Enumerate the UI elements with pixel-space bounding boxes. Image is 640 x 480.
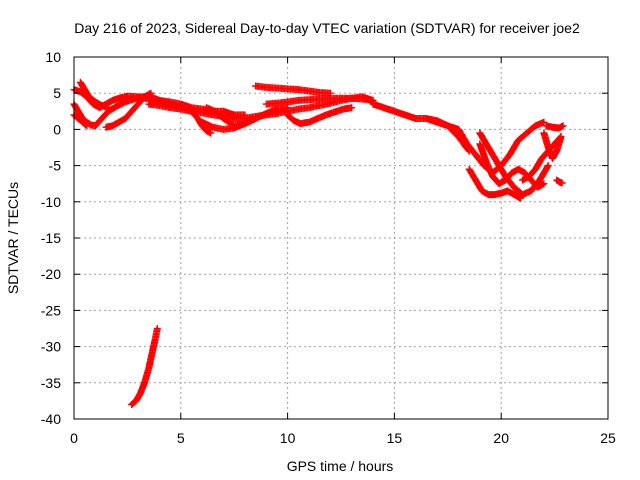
series-arc-19 — [540, 129, 565, 162]
y-tick-label: -35 — [41, 375, 61, 391]
series-arc-7 — [188, 107, 215, 137]
series-arc-10 — [252, 82, 334, 97]
y-tick-label: -40 — [41, 411, 61, 427]
x-tick-label: 25 — [600, 430, 616, 446]
y-tick-label: -20 — [41, 266, 61, 282]
data-markers — [262, 94, 377, 108]
y-tick-label: 5 — [53, 85, 61, 101]
data-markers — [542, 122, 567, 132]
series-arc-12 — [284, 104, 356, 128]
series-arc-22 — [128, 325, 161, 408]
x-axis-label: GPS time / hours — [287, 458, 394, 474]
y-tick-label: -30 — [41, 339, 61, 355]
x-tick-label: 5 — [177, 430, 185, 446]
data-markers — [76, 78, 112, 112]
plot-frame — [73, 56, 609, 420]
series-arc-4 — [76, 78, 112, 112]
x-tick-label: 15 — [387, 430, 403, 446]
series-arc-15 — [465, 165, 524, 202]
data-markers — [202, 104, 292, 130]
chart-title: Day 216 of 2023, Sidereal Day-to-day VTE… — [74, 20, 580, 36]
data-markers — [553, 176, 566, 187]
y-tick-label: -10 — [41, 194, 61, 210]
y-tick-label: 0 — [53, 121, 61, 137]
series-arc-11 — [262, 94, 377, 108]
y-tick-label: 10 — [45, 49, 61, 65]
data-markers — [102, 89, 155, 131]
data-markers — [128, 325, 161, 408]
grid-lines — [74, 57, 608, 419]
data-markers — [540, 129, 565, 162]
y-tick-label: -15 — [41, 230, 61, 246]
data-markers — [252, 82, 334, 97]
data-points — [70, 78, 567, 408]
x-tick-label: 10 — [280, 430, 296, 446]
series-arc-9 — [202, 104, 292, 130]
y-axis-label: SDTVAR / TECUs — [5, 182, 21, 294]
x-tick-label: 0 — [70, 430, 78, 446]
x-tick-label: 20 — [493, 430, 509, 446]
data-markers — [476, 129, 552, 199]
data-markers — [188, 107, 215, 137]
series-arc-21 — [553, 176, 566, 187]
axes: 0 5 10 15 20 25 10 5 0 -5 -10 -15 -20 -25 -30 -35 -40 — [41, 49, 616, 446]
y-tick-label: -5 — [49, 158, 62, 174]
series-arc-17 — [476, 129, 552, 199]
series-arc-5 — [102, 89, 155, 131]
data-markers — [465, 165, 524, 202]
data-markers — [284, 104, 356, 128]
y-tick-label: -25 — [41, 302, 61, 318]
series-arc-20 — [542, 122, 567, 132]
